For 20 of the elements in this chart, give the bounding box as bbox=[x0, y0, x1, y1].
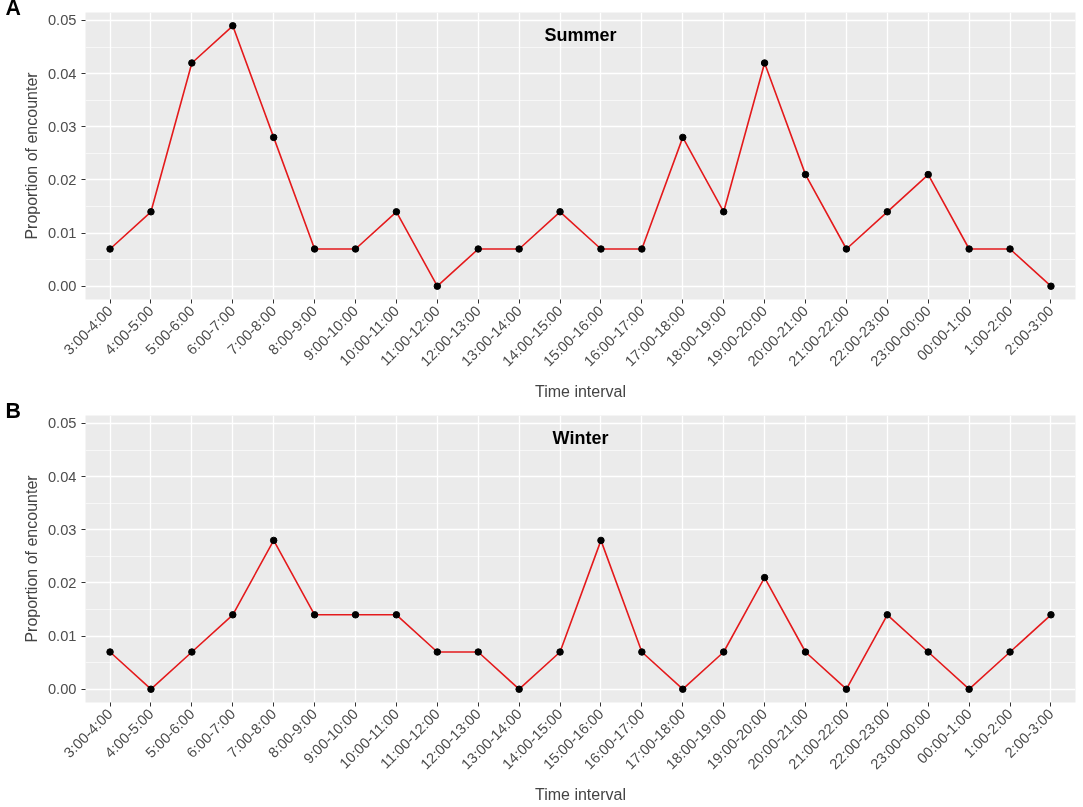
y-tick-label: 0.00 bbox=[47, 278, 77, 295]
y-tick-label: 0.03 bbox=[47, 521, 77, 538]
text: A bbox=[5, 0, 21, 20]
text: B bbox=[5, 398, 21, 423]
y-axis-title: Proportion of encounter bbox=[22, 71, 40, 240]
y-tick-label: 0.04 bbox=[47, 65, 77, 82]
x-axis-title: Time interval bbox=[535, 383, 626, 401]
x-axis-title: Time interval bbox=[535, 786, 626, 804]
y-tick-label: 0.05 bbox=[47, 12, 77, 29]
y-tick-label: 0.00 bbox=[47, 681, 77, 698]
text: Winter bbox=[552, 427, 609, 448]
y-tick-label: 0.01 bbox=[47, 225, 77, 242]
y-tick-label: 0.02 bbox=[47, 171, 77, 188]
y-tick-label: 0.04 bbox=[47, 468, 77, 485]
y-tick-label: 0.02 bbox=[47, 574, 77, 591]
y-tick-label: 0.03 bbox=[47, 118, 77, 135]
text: Summer bbox=[544, 24, 617, 45]
y-tick-label: 0.05 bbox=[47, 415, 77, 432]
y-axis-title: Proportion of encounter bbox=[22, 474, 40, 643]
y-tick-label: 0.01 bbox=[47, 628, 77, 645]
